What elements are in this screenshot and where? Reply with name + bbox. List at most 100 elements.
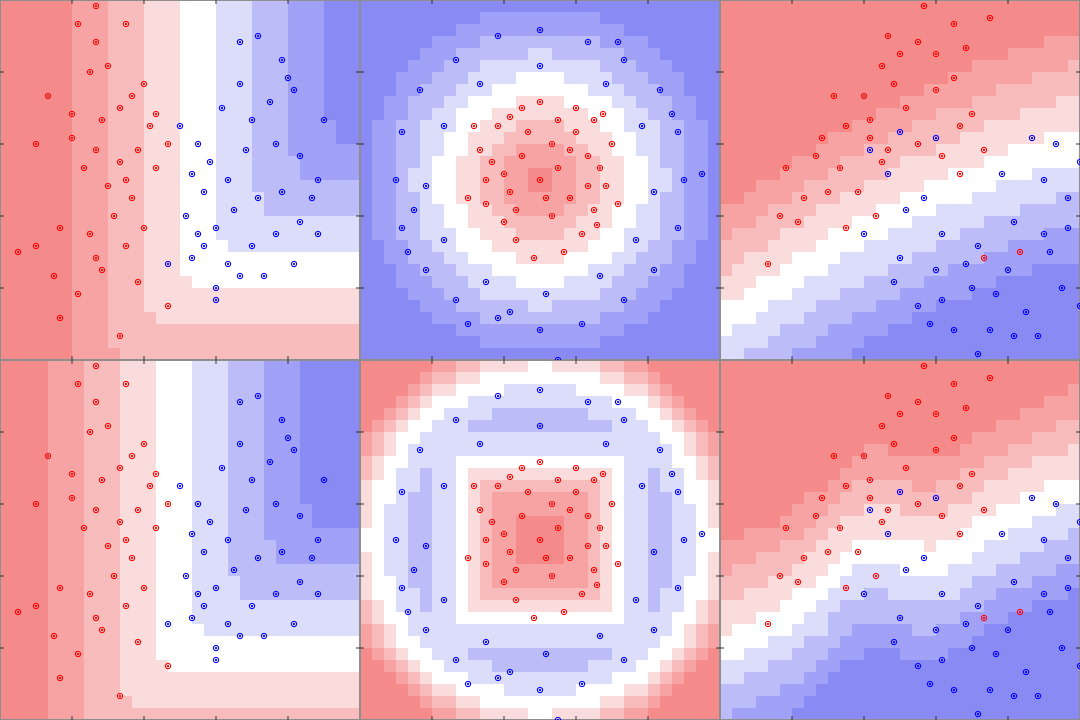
contour-cell [468,432,481,445]
contour-cell [48,432,61,445]
contour-cell [492,300,505,313]
contour-cell [264,384,277,397]
contour-cell [132,540,145,553]
contour-cell [348,276,360,289]
contour-cell [456,252,469,265]
data-point [1028,134,1036,142]
contour-cell [672,108,685,121]
contour-cell [252,600,265,613]
contour-cell [180,0,193,13]
contour-cell [336,372,349,385]
contour-cell [1020,192,1033,205]
contour-cell [408,456,421,469]
contour-cell [192,216,205,229]
contour-cell [1056,96,1069,109]
contour-cell [420,132,433,145]
contour-cell [564,96,577,109]
contour-cell [960,120,973,133]
contour-cell [564,108,577,121]
contour-cell [12,492,25,505]
contour-cell [228,72,241,85]
contour-cell [96,72,109,85]
contour-cell [564,264,577,277]
contour-cell [216,504,229,517]
contour-cell [60,384,73,397]
contour-cell [264,288,277,301]
contour-cell [360,132,373,145]
contour-cell [144,36,157,49]
contour-cell [732,192,745,205]
contour-cell [204,372,217,385]
data-point-core [838,166,842,170]
contour-cell [636,180,649,193]
contour-cell [576,156,589,169]
contour-cell [108,132,121,145]
contour-cell [540,420,553,433]
contour-cell [672,204,685,217]
contour-cell [36,216,49,229]
data-point-core [292,88,296,92]
contour-cell [1044,48,1057,61]
contour-cell [240,516,253,529]
contour-cell [660,468,673,481]
data-point [1076,158,1080,166]
contour-cell [516,312,529,325]
contour-cell [252,240,265,253]
contour-cell [492,240,505,253]
contour-cell [996,228,1009,241]
contour-cell [468,504,481,517]
contour-cell [756,72,769,85]
contour-cell [324,672,337,685]
contour-cell [588,612,601,625]
contour-cell [24,516,37,529]
contour-cell [564,168,577,181]
data-point-core [292,622,296,626]
contour-cell [588,396,601,409]
contour-cell [540,228,553,241]
contour-cell [24,72,37,85]
contour-cell [300,360,313,373]
contour-cell [564,336,577,349]
data-point-core [1054,142,1058,146]
contour-cell [468,24,481,37]
contour-cell [132,12,145,25]
contour-cell [552,156,565,169]
contour-cell [684,240,697,253]
contour-cell [180,192,193,205]
contour-cell [696,276,709,289]
contour-cell [252,348,265,360]
contour-cell [264,600,277,613]
contour-cell [864,228,877,241]
contour-cell [72,156,85,169]
contour-cell [396,360,409,373]
contour-cell [348,672,360,685]
contour-cell [228,84,241,97]
contour-cell [24,384,37,397]
contour-cell [108,120,121,133]
contour-cell [168,348,181,360]
contour-cell [312,456,325,469]
contour-cell [336,300,349,313]
contour-cell [192,432,205,445]
contour-cell [948,156,961,169]
contour-cell [180,552,193,565]
contour-cell [228,312,241,325]
contour-cell [180,108,193,121]
contour-cell [384,336,397,349]
contour-cell [168,84,181,97]
contour-cell [384,288,397,301]
contour-cell [276,384,289,397]
contour-cell [252,72,265,85]
contour-cell [0,204,13,217]
data-point-core [130,94,134,98]
contour-cell [132,48,145,61]
contour-cell [72,336,85,349]
contour-cell [120,336,133,349]
contour-cell [540,612,553,625]
contour-cell [216,564,229,577]
contour-cell [384,468,397,481]
contour-cell [1032,84,1045,97]
data-point-core [580,232,584,236]
contour-cell [276,336,289,349]
data-point-core [574,130,578,134]
